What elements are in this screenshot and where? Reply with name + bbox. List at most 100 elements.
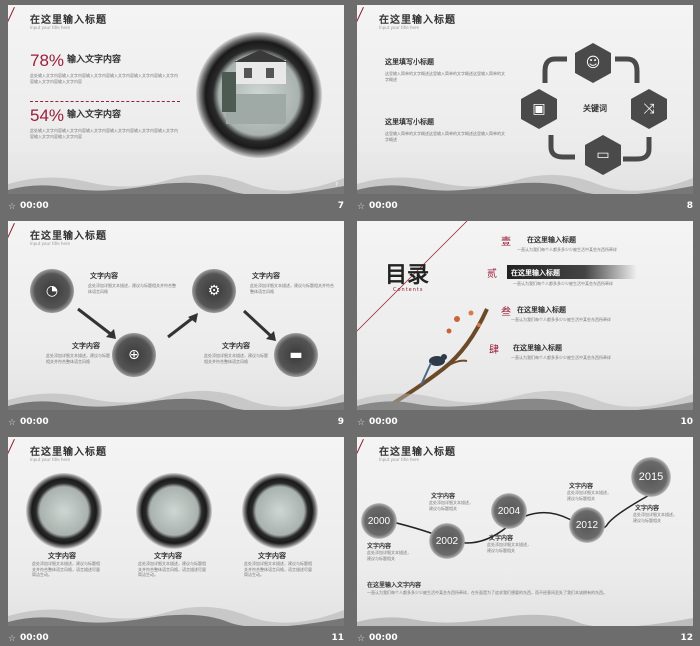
subheading: 这里填写小标题 [385,118,434,126]
text-block: 此处添加详细文本描述，建议与标题相关并符合整体语言风格 [46,353,110,364]
label: 文字内容 [489,535,514,542]
text-block: 此处输入文字内容输入文字内容输入文字内容输入文字内容输入文字内容输入文字内容输入… [30,128,178,139]
title-accent-line [8,439,15,460]
slide-title: 在这里输入标题 [30,15,107,26]
slide-subtitle: Input your title here [379,457,419,462]
text-block: 一直认为我们每个人都多多少少被生活中某些东西所牵绊 [517,247,617,252]
contents-item[interactable]: 在这里输入标题 [511,269,560,277]
item-number: 肆 [489,345,499,356]
slide-title: 在这里输入标题 [379,15,456,26]
item-number: 贰 [487,269,497,280]
text-block: 此处添加详细文本描述，建议与标题相关并符合整体语言风格 [250,283,334,294]
slide-caption: ☆ 00:00 7 [8,201,344,212]
bottom-text: 一直认为我们每个人都多多少少被生活中某些东西所牵绊，在外面是为了追求我们想要的东… [367,590,607,595]
keyword-label: 关键词 [583,104,607,113]
label: 文字内容 [635,505,660,512]
mountain-landscape [357,614,693,626]
ink-ring-image [196,32,322,158]
title-accent-line [8,223,15,244]
slide-caption: ☆ 00:00 10 [357,417,693,428]
slide-subtitle: Input your title here [30,457,70,462]
percent-78: 78% 输入文字内容 [30,51,122,70]
text-block: 此处添加详细文本描述，建议与标题相关并符合整体语言风格 [204,353,268,364]
label: 文字内容 [154,552,182,560]
slide-title: 在这里输入标题 [30,447,107,458]
year-node: 2004 [491,493,527,529]
process-arrows [77,307,276,341]
label: 文字内容 [222,342,250,350]
slide-caption: ☆ 00:00 11 [8,633,344,644]
contents-item[interactable]: 在这里输入标题 [517,306,566,314]
dashed-divider [30,101,180,102]
text-block: 此处添加详细文本描述，建议与标题相关 [487,542,531,553]
label: 文字内容 [367,543,392,550]
text-block: 一直认为我们每个人都多多少少被生活中某些东西所牵绊 [511,317,611,322]
contents-subtitle: Contents [393,287,424,293]
slide-title: 在这里输入标题 [379,447,456,458]
text-block: 这里输入简单的文字概述这里输入简单的文字概述这里输入简单的文字概述 [385,131,505,142]
label: 文字内容 [569,483,594,490]
label: 文字内容 [431,493,456,500]
star-icon: ☆ [357,202,366,212]
slide-subtitle: Input your title here [30,241,70,246]
mountain-landscape [8,606,344,626]
village-photo [222,50,288,124]
star-icon: ☆ [8,634,17,644]
text-block: 此处添加详细文本描述，建议与标题相关 [367,550,411,561]
ink-ring-image [136,473,212,549]
slide-8[interactable]: 在这里输入标题 Input your title here 这里填写小标题 这里… [357,5,693,194]
slide-caption: ☆ 00:00 12 [357,633,693,644]
year-node: 2015 [631,457,671,497]
year-node: 2000 [361,503,397,539]
label: 文字内容 [258,552,286,560]
text-block: 此处添加详细文本描述，建议与标题相关 [633,512,677,523]
star-icon: ☆ [357,418,366,428]
star-icon: ☆ [8,202,17,212]
subheading: 这里填写小标题 [385,58,434,66]
text-block: 这里输入简单的文字概述这里输入简单的文字概述这里输入简单的文字概述 [385,71,505,82]
diagonal-lines [357,221,468,332]
gears-icon: ⚙ [192,269,236,313]
text-block: 此处添加详细文本描述，建议与标题相关 [567,490,611,501]
text-block: 此处添加详细文本描述，建议与标题相关 [429,500,473,511]
globe-icon: ⊕ [112,333,156,377]
mountain-landscape [357,174,693,194]
contents-title: 目录 [385,262,430,288]
contents-item[interactable]: 在这里输入标题 [527,236,576,244]
slide-title: 在这里输入标题 [30,231,107,242]
slide-11[interactable]: 在这里输入标题 Input your title here 文字内容 此处添加详… [8,437,344,626]
contents-item[interactable]: 在这里输入标题 [513,344,562,352]
slide-subtitle: Input your title here [379,25,419,30]
chat-icon: ▭ [585,135,621,175]
label: 文字内容 [90,272,118,280]
cycle-arrows [542,56,652,162]
year-node: 2012 [569,507,605,543]
slide-9[interactable]: 在这里输入标题 Input your title here ◔ ⊕ ⚙ ▬ 文字… [8,221,344,410]
year-node: 2002 [429,523,465,559]
text-block: 此处输入文字内容输入文字内容输入文字内容输入文字内容输入文字内容输入文字内容输入… [30,73,178,84]
mountain-landscape [8,390,344,410]
slide-10[interactable]: 目录 Contents 壹 在这里输入标题 一直认为我们每个人都多多少少被生活中… [357,221,693,410]
slide-subtitle: Input your title here [30,25,70,30]
item-number: 叁 [501,307,511,318]
bottom-title: 在这里输入文字内容 [367,582,422,589]
item-number: 壹 [501,237,511,248]
ink-brush-highlight [507,265,637,279]
mountain-landscape [8,174,344,194]
slide-7[interactable]: 在这里输入标题 Input your title here 78% 输入文字内容 … [8,5,344,194]
slide-12[interactable]: 在这里输入标题 Input your title here 2000 2002 … [357,437,693,626]
ink-ring-image [242,473,318,549]
star-icon: ☆ [8,418,17,428]
label: 文字内容 [48,552,76,560]
text-block: 此处添加详细文本描述，建议与标题相关并符合整体语言风格，语言描述尽量简洁生动。 [244,561,312,577]
label: 文字内容 [252,272,280,280]
text-block: 一直认为我们每个人都多多少少被生活中某些东西所牵绊 [511,355,611,360]
slide-caption: ☆ 00:00 8 [357,201,693,212]
star-icon: ☆ [357,634,366,644]
text-block: 此处添加详细文本描述，建议与标题相关并符合整体语言风格，语言描述尽量简洁生动。 [32,561,100,577]
ink-ring-image [26,473,102,549]
text-block: 此处添加详细文本描述，建议与标题相关并符合整体语言风格，语言描述尽量简洁生动。 [138,561,206,577]
text-block: 此处添加详细文本描述，建议与标题相关并符合整体语言风格 [88,283,176,294]
title-accent-line [8,7,15,28]
text-block: 一直认为我们每个人都多多少少被生活中某些东西所牵绊 [513,281,613,286]
